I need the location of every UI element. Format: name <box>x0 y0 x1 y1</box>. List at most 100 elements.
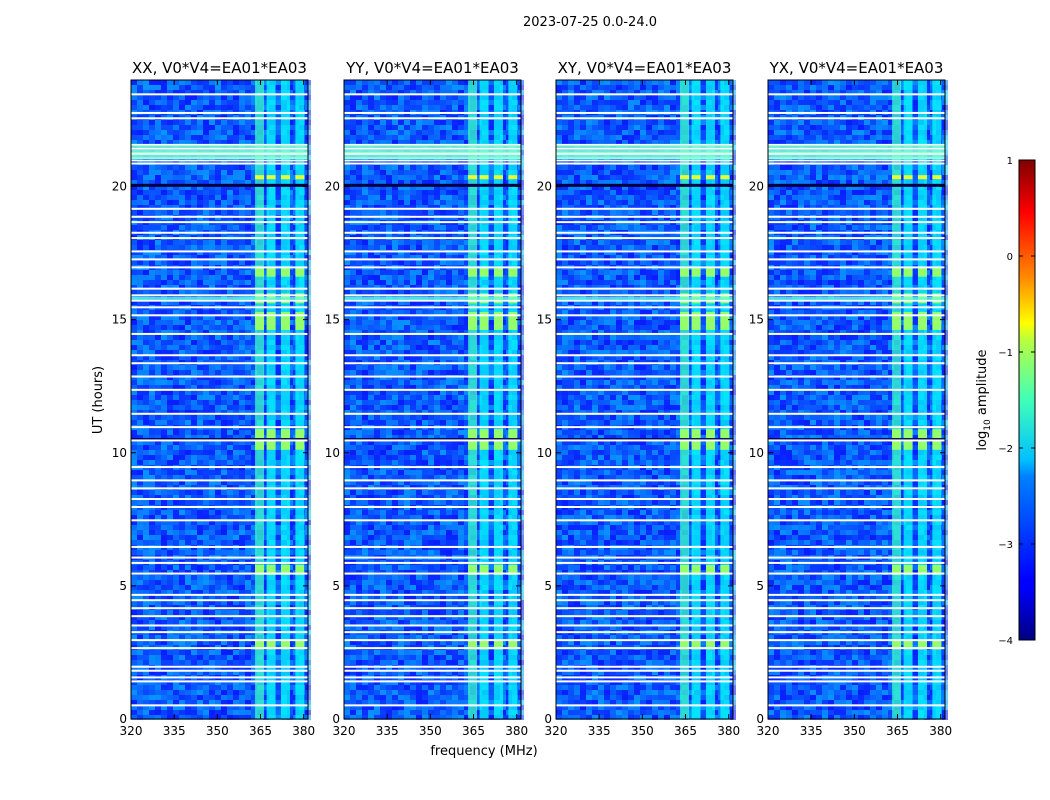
bright-event <box>493 564 503 575</box>
rfi-channel <box>468 80 478 719</box>
panel-3: 320 335 350 365 380 0 5 10 15 20 XY, V0*V4=EA01*EA… <box>537 59 740 738</box>
flagged-row <box>768 215 945 218</box>
flagged-row <box>768 221 945 224</box>
dark-row <box>131 183 308 187</box>
dark-row <box>131 438 308 441</box>
flagged-row <box>556 354 733 357</box>
flagged-row <box>768 479 945 482</box>
flagged-row <box>344 506 521 508</box>
flagged-row <box>344 556 521 559</box>
flagged-row <box>131 332 308 335</box>
bright-event <box>691 564 701 575</box>
flagged-row <box>556 479 733 482</box>
panel-4: 320 335 350 365 380 0 5 10 15 20 YX, V0*V4=EA01*EA… <box>749 59 952 738</box>
bright-event <box>691 639 701 650</box>
bright-event <box>468 429 478 440</box>
x-tick-label: 365 <box>886 724 909 738</box>
bright-event <box>892 319 902 330</box>
flagged-row <box>344 599 521 602</box>
bright-event <box>493 175 503 180</box>
flagged-row <box>131 647 308 650</box>
colorbar-tick-label: −1 <box>998 348 1013 359</box>
flagged-row <box>768 498 945 501</box>
flagged-row <box>344 153 521 155</box>
panels-group: 320 335 350 365 380 0 5 10 15 20 XX, V0*V4=EA01*EA… <box>112 59 952 738</box>
rfi-channel <box>903 80 913 719</box>
flagged-row <box>344 287 521 290</box>
flagged-row <box>344 294 521 297</box>
flagged-row <box>556 332 733 335</box>
flagged-row <box>556 487 733 490</box>
flagged-row <box>768 258 945 261</box>
flagged-row <box>131 117 308 120</box>
flagged-row <box>556 506 733 508</box>
bright-event <box>932 311 942 322</box>
bright-event <box>266 311 276 322</box>
flagged-row <box>556 704 733 707</box>
flagged-row <box>768 439 945 442</box>
flagged-row <box>556 466 733 469</box>
flagged-row <box>768 669 945 672</box>
flagged-row <box>768 159 945 162</box>
flagged-row <box>768 306 945 309</box>
flagged-row <box>556 250 733 253</box>
bright-event <box>255 439 265 450</box>
x-tick-label: 365 <box>674 724 697 738</box>
cyan-block <box>344 145 521 160</box>
bright-event <box>266 639 276 650</box>
panel-frame <box>130 79 309 720</box>
flagged-row <box>768 231 945 234</box>
flagged-row <box>344 111 521 114</box>
colorbar: 1 0 −1 −2 −3 −4 log10 amplitude <box>975 156 1036 647</box>
flagged-row <box>344 375 521 378</box>
flagged-row <box>131 556 308 559</box>
flagged-row <box>768 561 945 564</box>
bright-event <box>255 564 265 575</box>
flagged-row <box>556 306 733 309</box>
flagged-row <box>131 676 308 679</box>
bright-event <box>266 266 276 277</box>
flagged-row <box>768 593 945 596</box>
flagged-row <box>131 375 308 378</box>
bright-event <box>903 429 913 440</box>
bright-event <box>508 639 518 650</box>
bright-event <box>917 439 927 450</box>
flagged-row <box>556 143 733 146</box>
bright-event <box>892 266 902 277</box>
bright-event <box>720 429 730 440</box>
y-tick-label: 0 <box>756 712 764 726</box>
bright-event <box>680 564 690 575</box>
y-tick-label: 20 <box>749 180 764 194</box>
flagged-row <box>344 426 521 429</box>
bright-event <box>705 564 715 575</box>
flagged-row <box>768 93 945 96</box>
rfi-channel-bands <box>680 80 730 719</box>
flagged-row <box>556 639 733 642</box>
flagged-row <box>556 665 733 668</box>
flagged-row <box>768 426 945 429</box>
flagged-row <box>344 624 521 627</box>
bright-event <box>932 564 942 575</box>
x-tick-label: 365 <box>462 724 485 738</box>
bright-event <box>691 439 701 450</box>
bright-event <box>892 564 902 575</box>
flagged-row <box>344 607 521 610</box>
flagged-row <box>556 117 733 120</box>
bright-event <box>468 175 478 180</box>
flagged-row <box>131 593 308 596</box>
flagged-row <box>556 545 733 548</box>
flagged-row <box>556 362 733 365</box>
bright-event <box>255 311 265 322</box>
flagged-row <box>768 143 945 146</box>
bright-event <box>479 311 489 322</box>
x-tick-label: 320 <box>545 724 568 738</box>
flagged-row <box>768 506 945 508</box>
flagged-row <box>131 412 308 415</box>
cyan-row <box>131 296 308 300</box>
flagged-row <box>768 332 945 335</box>
y-tick-label: 20 <box>112 180 127 194</box>
flagged-row <box>344 388 521 391</box>
bright-event <box>479 439 489 450</box>
flagged-row <box>131 561 308 564</box>
y-tick-label: 15 <box>325 313 340 327</box>
